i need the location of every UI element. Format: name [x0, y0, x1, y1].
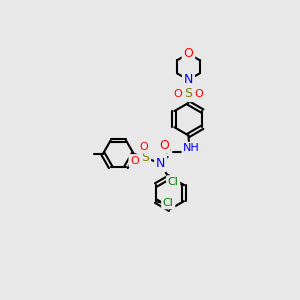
Text: S: S: [141, 151, 149, 164]
Text: N: N: [156, 157, 165, 170]
Text: S: S: [184, 87, 192, 100]
Text: O: O: [140, 142, 148, 152]
Text: O: O: [195, 89, 204, 99]
Text: O: O: [159, 139, 169, 152]
Text: Cl: Cl: [168, 177, 178, 187]
Text: O: O: [184, 47, 193, 60]
Text: O: O: [173, 89, 182, 99]
Text: O: O: [130, 156, 139, 166]
Text: Cl: Cl: [163, 198, 174, 208]
Text: N: N: [184, 74, 193, 86]
Text: NH: NH: [183, 143, 200, 153]
